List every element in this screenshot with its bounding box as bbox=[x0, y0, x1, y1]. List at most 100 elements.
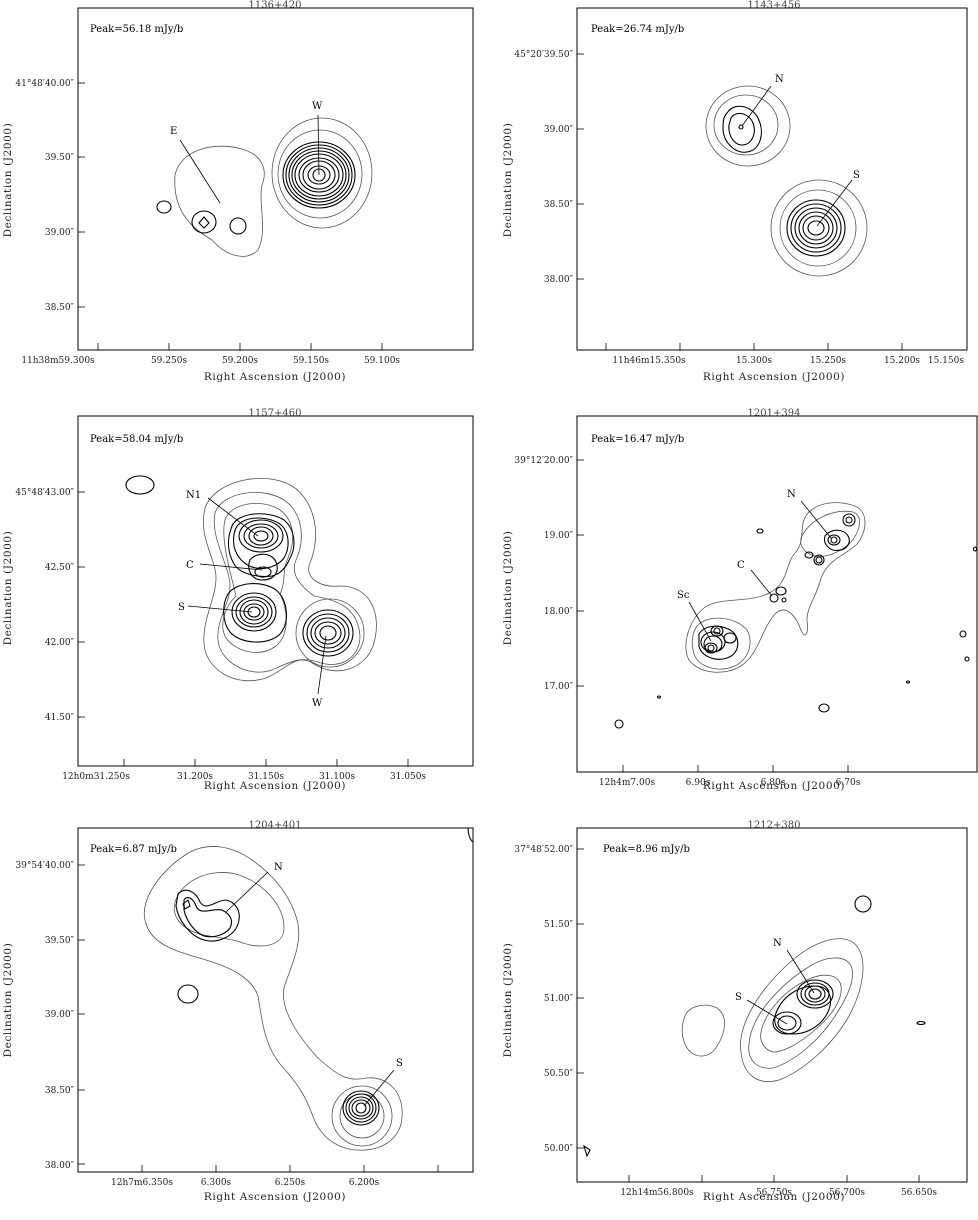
x-tick-label: 59.200s bbox=[222, 356, 258, 366]
leader-line bbox=[786, 949, 815, 994]
plot-frame bbox=[576, 7, 968, 351]
x-axis-title: Right Ascension (J2000) bbox=[703, 371, 845, 383]
y-tick-label: 41.50″ bbox=[45, 713, 75, 723]
leader-line bbox=[750, 569, 773, 597]
x-ticks bbox=[123, 759, 409, 766]
y-tick-label: 51.50″ bbox=[544, 920, 574, 930]
plot-frame bbox=[77, 415, 474, 767]
panel-title: 1143+456 bbox=[748, 0, 801, 11]
component-label: N bbox=[787, 489, 796, 500]
y-tick-label: 39.50″ bbox=[45, 153, 75, 163]
leader-line bbox=[199, 563, 263, 571]
y-tick-label: 41°48′40.00″ bbox=[15, 79, 74, 89]
panel-title: 1204+401 bbox=[249, 820, 302, 831]
x-tick-label: 12h14m56.800s bbox=[620, 1188, 694, 1198]
x-tick-label: 11h38m59.300s bbox=[21, 356, 95, 366]
x-tick-label: 56.650s bbox=[901, 1188, 937, 1198]
y-ticks bbox=[577, 459, 584, 687]
y-tick-label: 45°20′39.50″ bbox=[514, 50, 573, 60]
leader-line bbox=[816, 179, 853, 227]
component-label: E bbox=[170, 126, 177, 137]
leader-line bbox=[746, 999, 788, 1025]
x-tick-label: 31.050s bbox=[390, 772, 426, 782]
y-axis-title: Declination (J2000) bbox=[2, 123, 14, 238]
component-label: N bbox=[775, 74, 784, 85]
x-tick-label: 31.100s bbox=[319, 772, 355, 782]
x-tick-label: 15.150s bbox=[928, 356, 964, 366]
panel-1136-420: 1136+420 Peak=56.18 mJy/b 11h38m59.300s … bbox=[0, 0, 489, 400]
leader-line bbox=[207, 497, 259, 537]
y-tick-label: 19.00″ bbox=[544, 531, 574, 541]
panel-1204-401: 1204+401 Peak=6.87 mJy/b 12h7m6.350s 6.3… bbox=[0, 820, 489, 1220]
x-tick-label: 15.200s bbox=[884, 356, 920, 366]
component-label: N1 bbox=[186, 490, 201, 501]
y-axis-title: Declination (J2000) bbox=[2, 531, 14, 646]
y-tick-label: 39.00″ bbox=[544, 125, 574, 135]
x-axis-title: Right Ascension (J2000) bbox=[204, 780, 346, 792]
x-tick-label: 56.750s bbox=[756, 1188, 792, 1198]
x-tick-label: 6.90s bbox=[686, 778, 711, 788]
leader-line bbox=[317, 114, 320, 176]
x-tick-label: 12h0m31.250s bbox=[62, 772, 130, 782]
y-axis-title: Declination (J2000) bbox=[502, 531, 514, 646]
y-tick-label: 38.00″ bbox=[45, 1161, 75, 1171]
x-axis-title: Right Ascension (J2000) bbox=[204, 371, 346, 383]
panel-title: 1136+420 bbox=[249, 0, 302, 11]
leader-line bbox=[800, 500, 832, 539]
y-tick-label: 50.50″ bbox=[544, 1069, 574, 1079]
component-label: S bbox=[853, 170, 860, 181]
x-tick-label: 15.250s bbox=[810, 356, 846, 366]
x-ticks bbox=[628, 1175, 920, 1182]
x-tick-label: 59.100s bbox=[364, 356, 400, 366]
y-tick-label: 39.00″ bbox=[45, 1010, 75, 1020]
plot-frame bbox=[77, 827, 474, 1173]
peak-label: Peak=8.96 mJy/b bbox=[603, 844, 690, 855]
peak-label: Peak=58.04 mJy/b bbox=[90, 434, 183, 445]
x-tick-label: 11h46m15.350s bbox=[612, 356, 686, 366]
contour-plot: 1157+460 Peak=58.04 mJy/b 12h0m31.250s 3… bbox=[2, 408, 474, 792]
y-ticks bbox=[78, 864, 85, 1165]
contours bbox=[705, 85, 868, 277]
panel-title: 1212+380 bbox=[748, 820, 801, 831]
x-tick-label: 59.150s bbox=[293, 356, 329, 366]
panel-1201-394: 1201+394 Peak=16.47 mJy/b 12h4m7.00s 6.9… bbox=[489, 408, 978, 808]
contour-plot: 1212+380 Peak=8.96 mJy/b 12h14m56.800s 5… bbox=[502, 820, 968, 1203]
x-tick-label: 56.700s bbox=[829, 1188, 865, 1198]
component-label: S bbox=[178, 602, 185, 613]
x-ticks bbox=[605, 343, 903, 350]
leader-line bbox=[317, 635, 327, 695]
y-tick-label: 39°54′40.00″ bbox=[15, 861, 74, 871]
component-label: Sc bbox=[677, 590, 690, 601]
y-axis-title: Declination (J2000) bbox=[502, 123, 514, 238]
panel-1157-460: 1157+460 Peak=58.04 mJy/b 12h0m31.250s 3… bbox=[0, 408, 489, 808]
contours bbox=[614, 502, 978, 729]
contours bbox=[156, 117, 373, 257]
x-tick-label: 6.70s bbox=[836, 778, 861, 788]
y-tick-label: 39.00″ bbox=[45, 228, 75, 238]
x-ticks bbox=[622, 765, 849, 772]
component-label: C bbox=[186, 560, 194, 571]
component-label: W bbox=[312, 101, 323, 112]
component-label: C bbox=[737, 560, 745, 571]
plot-frame bbox=[576, 415, 978, 773]
y-ticks bbox=[577, 53, 584, 280]
component-label: S bbox=[735, 992, 742, 1003]
y-axis-title: Declination (J2000) bbox=[502, 943, 514, 1058]
contour-plot: 1201+394 Peak=16.47 mJy/b 12h4m7.00s 6.9… bbox=[502, 408, 978, 792]
contour-plot: 1204+401 Peak=6.87 mJy/b 12h7m6.350s 6.3… bbox=[2, 820, 474, 1203]
panel-title: 1201+394 bbox=[748, 408, 801, 419]
x-tick-label: 31.200s bbox=[177, 772, 213, 782]
y-ticks bbox=[78, 82, 85, 308]
y-axis-title: Declination (J2000) bbox=[2, 943, 14, 1058]
y-tick-label: 39°12′20.00″ bbox=[514, 456, 573, 466]
leader-line bbox=[187, 605, 253, 613]
contours bbox=[583, 895, 926, 1158]
component-label: W bbox=[312, 698, 323, 709]
contours bbox=[125, 475, 377, 682]
x-tick-label: 6.250s bbox=[275, 1178, 306, 1188]
leader-line bbox=[179, 139, 221, 204]
y-tick-label: 38.50″ bbox=[45, 1086, 75, 1096]
x-tick-label: 6.80s bbox=[761, 778, 786, 788]
contours bbox=[143, 827, 474, 1151]
leader-line bbox=[225, 871, 269, 913]
